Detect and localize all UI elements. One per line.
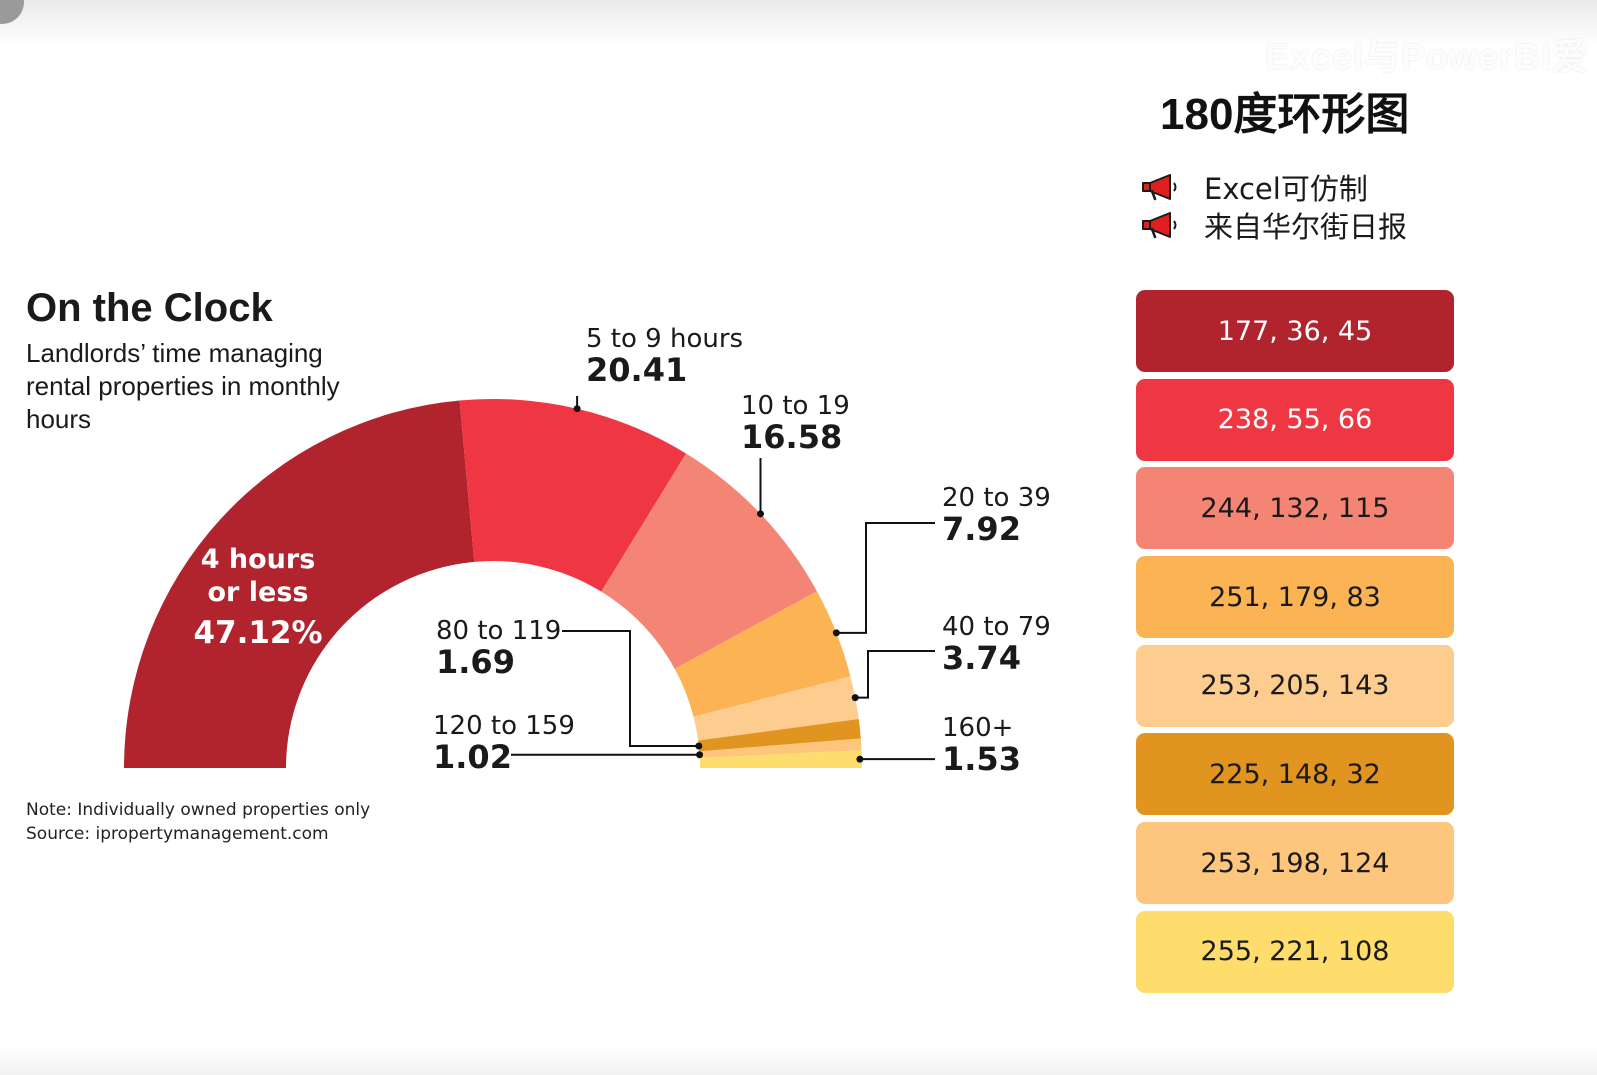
watermark: Excel与PowerBI爱: [1264, 36, 1589, 77]
slice-4: [693, 676, 859, 741]
slice-3: [674, 591, 851, 717]
megaphone-icon: [1142, 212, 1177, 239]
chart-subtitle: Landlords’ time managing rental properti…: [26, 338, 340, 434]
slice-label-6: 120 to 159: [433, 711, 575, 741]
chart-note: Note: Individually owned properties only: [26, 800, 371, 820]
leader-dot-4: [851, 694, 859, 702]
slice-label-2: 10 to 19: [741, 391, 850, 421]
slice-2: [601, 453, 817, 669]
chart-note-block: Note: Individually owned properties only…: [26, 798, 370, 846]
leader-line-3: [836, 522, 935, 634]
top-bar: [0, 0, 1597, 46]
bullet-item: Excel可仿制: [1140, 168, 1407, 206]
slice-0: [124, 400, 475, 768]
slice-label-5: 80 to 119: [436, 616, 561, 646]
leader-dot-5: [695, 742, 703, 750]
slice-1: [459, 399, 687, 592]
color-swatch: 253, 205, 143: [1136, 644, 1454, 727]
slice-label-1: 5 to 9 hours: [586, 324, 743, 354]
color-swatch-list: 177, 36, 45 238, 55, 66 244, 132, 115 25…: [1136, 290, 1454, 1000]
color-swatch: 253, 198, 124: [1136, 822, 1454, 905]
slice-value-3: 7.92: [942, 510, 1021, 548]
chart-source: Source: ipropertymanagement.com: [26, 824, 329, 844]
bullet-text: Excel可仿制: [1204, 172, 1368, 206]
bullet-text: 来自华尔街日报: [1204, 210, 1408, 244]
leader-line-4: [855, 650, 935, 699]
color-swatch: 251, 179, 83: [1136, 556, 1454, 639]
bullet-item: 来自华尔街日报: [1140, 206, 1407, 244]
color-swatch: 244, 132, 115: [1136, 467, 1454, 550]
slice-value-2: 16.58: [741, 418, 842, 456]
leader-dot-6: [696, 751, 704, 759]
color-swatch: 225, 148, 32: [1136, 733, 1454, 816]
slice-value-7: 1.53: [942, 740, 1021, 778]
color-swatch: 255, 221, 108: [1136, 910, 1454, 993]
leader-dot-1: [573, 405, 581, 413]
slice-label-3: 20 to 39: [942, 483, 1051, 513]
panel-title: 180度环形图: [1160, 90, 1410, 139]
slice-label-0-line2: or less: [208, 577, 309, 608]
bullet-list: Excel可仿制 来自华尔街日报: [1140, 168, 1407, 244]
color-swatch: 238, 55, 66: [1136, 378, 1454, 461]
leader-dot-3: [832, 629, 840, 637]
slice-value-1: 20.41: [586, 351, 687, 389]
megaphone-icon: [1142, 174, 1177, 201]
bottom-bar: [0, 1045, 1597, 1075]
slice-label-4: 40 to 79: [942, 612, 1051, 642]
slice-7: [699, 750, 862, 768]
leader-dot-2: [756, 510, 764, 518]
slice-value-4: 3.74: [942, 639, 1021, 677]
slice-label-7: 160+: [942, 713, 1013, 743]
leader-lines: [511, 396, 935, 763]
slice-value-6: 1.02: [433, 738, 512, 776]
chart-title: On the Clock: [26, 286, 273, 330]
slice-label-0-line1: 4 hours: [201, 544, 316, 575]
leader-dot-7: [856, 755, 864, 763]
slice-value-0: 47.12%: [193, 615, 322, 651]
slices: [124, 399, 862, 768]
leader-line-5: [562, 630, 699, 747]
color-swatch: 177, 36, 45: [1136, 290, 1454, 372]
slice-6: [699, 738, 862, 759]
slice-value-5: 1.69: [436, 643, 515, 681]
slice-5: [698, 718, 861, 752]
